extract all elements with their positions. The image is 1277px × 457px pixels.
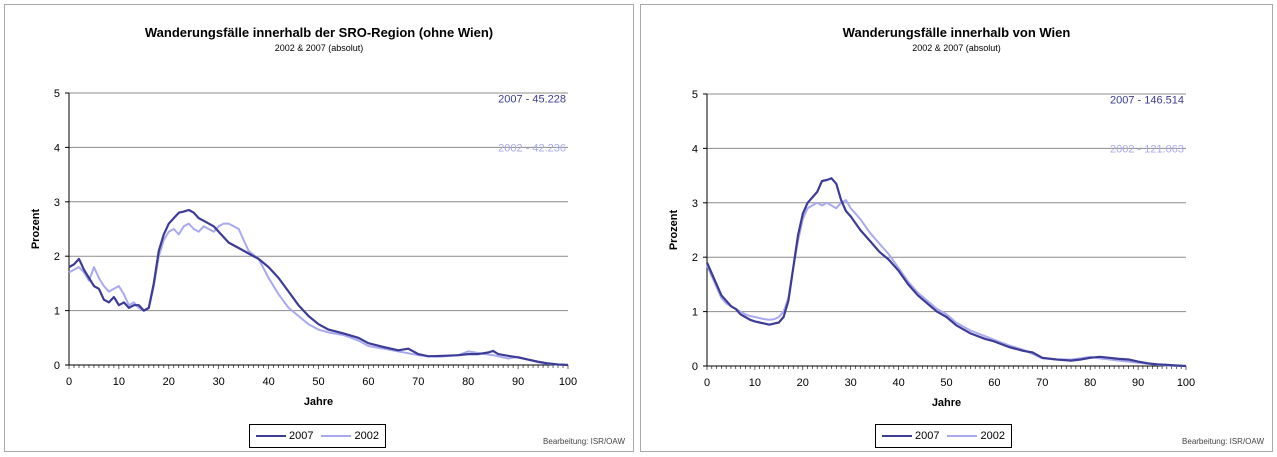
annotation-2007: 2007 - 45.228 [498,93,566,105]
x-tick-label: 50 [312,376,324,388]
annotation-2002: 2002 - 121.063 [1110,143,1184,155]
x-tick-label: 80 [1084,377,1096,389]
legend-item-2007: 2007 [256,430,313,442]
chart-title: Wanderungsfälle innerhalb von Wien [842,25,1071,40]
legend-label-2007: 2007 [289,430,314,442]
legend-label-2002: 2002 [354,430,379,442]
x-tick-label: 50 [940,377,952,389]
y-tick-label: 1 [54,306,60,318]
x-tick-label: 60 [362,376,374,388]
y-tick-label: 0 [54,360,60,372]
x-axis-label: Jahre [932,397,961,409]
y-axis-label: Prozent [668,209,680,250]
y-tick-label: 4 [54,142,60,154]
x-tick-label: 10 [749,377,761,389]
legend-item-2002: 2002 [947,430,1005,442]
series-line-2002 [706,199,1186,367]
chart-panel-left: Wanderungsfälle innerhalb der SRO-Region… [4,4,634,452]
chart-legend: 2007 2002 [249,424,386,448]
x-tick-label: 60 [988,377,1000,389]
credit-note: Bearbeitung: ISR/OAW [1182,437,1264,446]
legend-swatch-2007 [882,435,912,437]
legend-swatch-2002 [947,435,978,437]
y-tick-label: 5 [54,88,60,100]
legend-swatch-2007 [256,435,286,437]
x-tick-label: 70 [1036,377,1048,389]
y-tick-label: 2 [54,251,60,263]
y-tick-label: 3 [54,197,60,209]
y-tick-label: 2 [692,252,698,264]
legend-label-2007: 2007 [915,430,940,442]
x-tick-label: 30 [213,376,225,388]
chart-subtitle: 2002 & 2007 (absolut) [912,43,1001,53]
annotation-2002: 2002 - 42.236 [498,142,566,154]
series-line-2007 [705,177,1187,368]
series-line-2007 [68,208,569,367]
legend-item-2002: 2002 [321,430,379,442]
x-tick-label: 20 [163,376,175,388]
chart-title: Wanderungsfälle innerhalb der SRO-Region… [144,25,494,40]
series-line-2002 [68,222,569,366]
x-tick-label: 40 [892,377,904,389]
x-axis-label: Jahre [304,396,333,408]
credit-note: Bearbeitung: ISR/OAW [543,437,625,446]
annotation-2007: 2007 - 146.514 [1110,94,1184,106]
x-tick-label: 40 [262,376,274,388]
legend-swatch-2002 [321,435,352,437]
legend-item-2007: 2007 [882,430,939,442]
chart-panel-right: Wanderungsfälle innerhalb von Wien 2002 … [640,4,1273,452]
x-tick-label: 90 [512,376,524,388]
x-tick-label: 30 [845,377,857,389]
x-tick-label: 100 [1177,377,1195,389]
y-tick-label: 4 [692,143,698,155]
legend-label-2002: 2002 [980,430,1005,442]
chart-legend: 2007 2002 [875,424,1012,448]
y-axis-label: Prozent [30,208,42,249]
y-tick-label: 0 [692,361,698,373]
y-tick-label: 5 [692,89,698,101]
x-tick-label: 0 [66,376,72,388]
x-tick-label: 0 [704,377,710,389]
x-tick-label: 70 [412,376,424,388]
y-tick-label: 3 [692,198,698,210]
chart-subtitle: 2002 & 2007 (absolut) [274,43,364,53]
y-tick-label: 1 [692,307,698,319]
x-tick-label: 90 [1132,377,1144,389]
x-tick-label: 100 [559,376,577,388]
x-tick-label: 80 [462,376,474,388]
x-tick-label: 20 [797,377,809,389]
x-tick-label: 10 [113,376,125,388]
